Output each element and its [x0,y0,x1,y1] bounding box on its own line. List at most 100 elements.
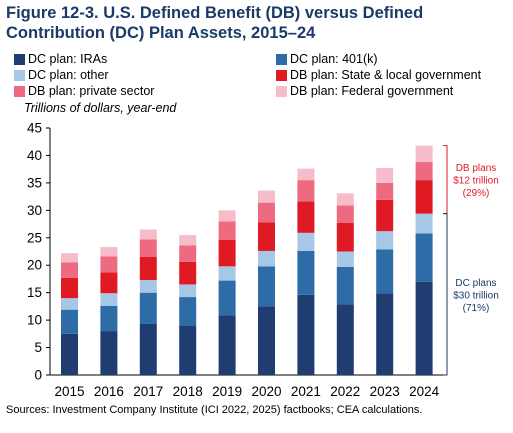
bar-segment-2016-4 [100,256,118,273]
bar-segment-2016-0 [100,331,118,375]
bar-segment-2015-1 [61,309,78,334]
bar-segment-2022-1 [336,266,354,305]
legend-label-db-private: DB plan: private sector [28,84,155,98]
dc-plans-annotation-line-0: DC plans [455,278,496,289]
y-tick-label: 45 [27,121,42,136]
bar-segment-2018-4 [179,245,197,262]
bar-segment-2019-2 [218,266,236,281]
bar-segment-2018-0 [179,325,197,375]
x-tick-label: 2023 [370,384,400,399]
legend-swatch-dc-401k [276,54,287,65]
bar-segment-2015-3 [61,277,78,299]
bar-segment-2019-5 [218,210,236,222]
source-note: Sources: Investment Company Institute (I… [6,404,423,416]
bar-segment-2017-1 [139,292,157,324]
bar-segment-2022-2 [336,251,354,267]
x-tick-label: 2020 [251,384,281,399]
db-plans-bracket [443,145,448,215]
bar-segment-2024-4 [415,162,433,181]
bar-segment-2016-2 [100,293,118,306]
bar-segment-2020-2 [258,250,275,267]
bar-segment-2020-4 [258,202,275,223]
y-tick-label: 10 [27,313,42,328]
legend-swatch-db-state-local [276,70,287,81]
bar-segment-2015-5 [61,253,78,263]
y-tick-label: 35 [27,175,42,190]
bar-segment-2018-3 [179,261,197,285]
y-tick-label: 0 [34,368,42,383]
x-tick-label: 2019 [212,384,242,399]
bar-segment-2019-4 [218,221,236,240]
bar-segment-2021-3 [297,201,315,233]
x-tick-label: 2021 [291,384,321,399]
legend-label-db-state-local: DB plan: State & local government [290,68,482,82]
bar-segment-2023-5 [376,168,394,183]
bar-segment-2020-3 [258,222,275,251]
bar-segment-2018-2 [179,284,197,298]
bar-segment-2023-2 [376,231,394,250]
bar-segment-2023-1 [376,249,394,294]
bar-segment-2024-1 [415,233,433,282]
bar-segment-2024-2 [415,213,433,234]
y-tick-label: 15 [27,285,42,300]
bar-segment-2021-2 [297,232,315,251]
bar-segment-2023-4 [376,182,394,200]
bar-segment-2017-2 [139,280,157,293]
legend-label-dc-iras: DC plan: IRAs [28,52,108,66]
x-tick-label: 2022 [330,384,360,399]
legend-swatch-db-private [14,86,25,97]
bar-segment-2019-1 [218,280,236,316]
dc-plans-bracket [443,213,448,376]
bar-segment-2016-1 [100,305,118,332]
bar-segment-2019-0 [218,315,236,375]
bar-segment-2020-0 [258,306,275,375]
bar-segment-2017-5 [139,229,157,240]
bar-segment-2024-3 [415,180,433,214]
y-tick-label: 25 [27,230,42,245]
bar-segment-2023-0 [376,293,394,375]
legend-label-dc-401k: DC plan: 401(k) [290,52,378,66]
x-tick-label: 2018 [173,384,203,399]
legend-swatch-dc-other [14,70,25,81]
bar-segment-2021-4 [297,180,315,202]
y-tick-label: 20 [27,258,42,273]
y-tick-label: 40 [27,148,42,163]
y-axis-label: Trillions of dollars, year-end [24,101,177,115]
x-tick-label: 2024 [409,384,440,399]
bar-segment-2022-0 [336,304,354,375]
bar-segment-2024-0 [415,281,433,375]
bar-segment-2015-2 [61,298,78,310]
x-tick-label: 2016 [94,384,124,399]
bar-segment-2020-5 [258,190,275,203]
bar-segment-2021-0 [297,294,315,375]
legend-label-dc-other: DC plan: other [28,68,109,82]
bar-segment-2019-3 [218,239,236,267]
chart-title: Figure 12-3. U.S. Defined Benefit (DB) v… [6,4,424,42]
bar-segment-2018-5 [179,235,197,246]
bar-segment-2015-4 [61,262,78,278]
x-tick-label: 2017 [133,384,163,399]
y-tick-label: 30 [27,203,42,218]
db-plans-annotation-line-2: (29%) [463,188,490,199]
bar-segment-2018-1 [179,297,197,326]
bar-segment-2024-5 [415,145,433,163]
bar-segment-2017-3 [139,256,157,281]
bar-segment-2016-3 [100,272,118,294]
bar-segment-2020-1 [258,266,275,307]
legend-label-db-federal: DB plan: Federal government [290,84,454,98]
db-plans-annotation-line-0: DB plans [456,163,497,174]
bar-segment-2022-4 [336,205,354,223]
y-tick-label: 5 [34,340,42,355]
legend-swatch-db-federal [276,86,287,97]
dc-plans-annotation-line-2: (71%) [463,303,490,314]
x-tick-label: 2015 [54,384,84,399]
bar-segment-2016-5 [100,247,118,257]
bar-segment-2022-3 [336,222,354,252]
db-plans-annotation-line-1: $12 trillion [453,176,499,187]
bar-segment-2017-0 [139,323,157,375]
bar-segment-2021-1 [297,250,315,295]
dc-plans-annotation-line-1: $30 trillion [453,290,499,301]
bar-segment-2023-3 [376,199,394,232]
bar-segment-2022-5 [336,193,354,206]
